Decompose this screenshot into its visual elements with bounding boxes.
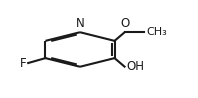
Text: F: F [20, 57, 27, 69]
Text: N: N [76, 17, 84, 30]
Text: O: O [120, 17, 129, 30]
Text: OH: OH [126, 60, 144, 73]
Text: CH₃: CH₃ [146, 27, 167, 37]
